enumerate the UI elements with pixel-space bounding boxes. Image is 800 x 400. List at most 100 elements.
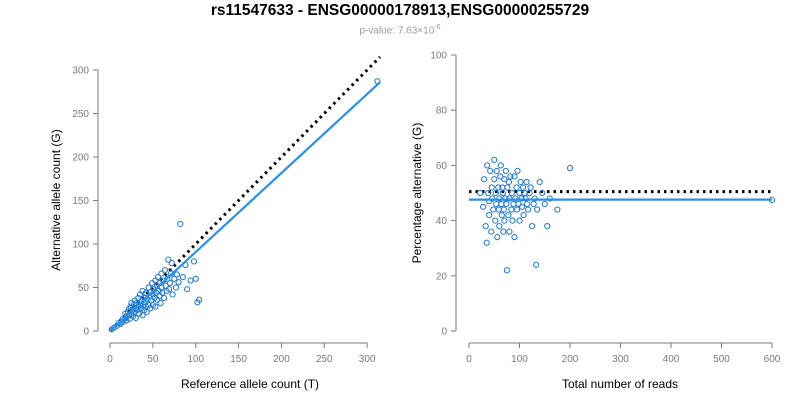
- y-tick-label: 0: [83, 327, 89, 338]
- y-tick-label: 50: [78, 283, 90, 294]
- data-point: [531, 195, 538, 202]
- data-point: [539, 189, 546, 197]
- data-point: [501, 176, 508, 183]
- data-point: [510, 200, 517, 208]
- data-point: [490, 206, 497, 213]
- data-point: [190, 258, 198, 265]
- x-tick-label: 300: [612, 354, 629, 365]
- data-point: [172, 284, 180, 291]
- fit-line: [109, 81, 381, 332]
- data-point: [520, 211, 527, 219]
- data-point: [554, 206, 561, 213]
- data-point: [506, 228, 513, 235]
- data-point: [524, 206, 532, 213]
- data-point: [546, 195, 553, 202]
- data-point: [492, 189, 499, 197]
- data-point: [541, 200, 548, 208]
- data-point: [511, 173, 518, 180]
- data-point: [505, 178, 512, 186]
- data-point: [495, 184, 502, 191]
- data-point: [544, 223, 551, 230]
- y-tick-label: 250: [72, 109, 89, 120]
- data-point: [491, 176, 498, 183]
- x-tick-label: 250: [316, 354, 333, 365]
- data-point: [533, 261, 540, 268]
- data-point: [502, 167, 509, 175]
- data-point: [504, 184, 511, 191]
- x-tick-label: 200: [562, 354, 579, 365]
- data-point: [508, 189, 516, 197]
- data-point: [496, 195, 503, 202]
- data-point: [187, 277, 194, 284]
- data-point: [168, 260, 175, 267]
- data-point: [518, 195, 525, 202]
- data-point: [509, 217, 516, 224]
- data-point: [508, 206, 515, 213]
- data-point: [505, 211, 512, 219]
- x-tick-label: 300: [359, 354, 376, 365]
- p-value-exponent: -6: [434, 24, 441, 31]
- y-axis-label: Percentage alternative (G): [410, 123, 424, 264]
- data-point: [171, 275, 178, 282]
- data-point: [166, 286, 173, 293]
- y-axis-label: Alternative allele count (G): [49, 129, 63, 270]
- data-point: [179, 273, 186, 281]
- data-point: [496, 223, 503, 230]
- data-point: [145, 301, 152, 308]
- chart-subtitle: p-value: 7.63×10-6: [0, 24, 800, 36]
- data-point: [513, 184, 520, 191]
- data-point: [522, 195, 529, 202]
- data-point: [519, 184, 527, 191]
- x-tick-label: 500: [713, 354, 730, 365]
- data-point: [123, 317, 130, 324]
- data-point: [481, 176, 488, 183]
- data-point: [514, 167, 521, 175]
- data-point: [515, 200, 522, 208]
- data-point: [489, 195, 496, 202]
- y-tick-label: 80: [436, 106, 448, 117]
- data-point: [166, 280, 174, 287]
- data-point: [523, 178, 530, 186]
- y-tick-label: 100: [72, 240, 89, 251]
- x-tick-label: 100: [187, 354, 204, 365]
- x-tick-label: 0: [107, 354, 113, 365]
- data-point: [500, 206, 507, 213]
- data-point: [482, 223, 489, 230]
- data-point: [516, 217, 523, 224]
- data-point: [136, 310, 143, 317]
- y-tick-label: 60: [436, 161, 448, 172]
- data-point: [503, 200, 510, 208]
- data-point: [175, 279, 182, 286]
- data-point: [530, 200, 537, 208]
- data-point: [477, 189, 484, 197]
- y-tick-label: 150: [72, 196, 89, 207]
- x-tick-label: 150: [230, 354, 247, 365]
- data-point: [507, 173, 514, 180]
- data-point: [488, 184, 495, 191]
- data-point: [495, 206, 502, 213]
- data-point: [173, 271, 180, 278]
- data-point: [566, 165, 574, 172]
- data-point: [497, 173, 504, 180]
- data-point: [485, 189, 492, 197]
- data-point: [529, 223, 536, 230]
- data-point: [513, 206, 521, 213]
- data-point: [536, 178, 543, 186]
- data-point: [480, 203, 487, 210]
- data-point: [134, 307, 141, 314]
- x-axis-label: Reference allele count (T): [181, 377, 319, 391]
- y-tick-label: 300: [72, 66, 89, 77]
- data-point: [500, 228, 507, 235]
- x-tick-label: 100: [511, 354, 528, 365]
- data-point: [484, 162, 491, 169]
- y-tick-label: 0: [441, 327, 447, 338]
- data-point: [503, 267, 510, 274]
- data-point: [498, 200, 505, 208]
- data-point: [511, 234, 518, 241]
- data-point: [491, 156, 498, 163]
- data-point: [497, 162, 504, 169]
- data-point: [161, 267, 168, 274]
- data-point: [487, 167, 494, 175]
- data-point: [152, 303, 159, 310]
- x-tick-label: 400: [663, 354, 680, 365]
